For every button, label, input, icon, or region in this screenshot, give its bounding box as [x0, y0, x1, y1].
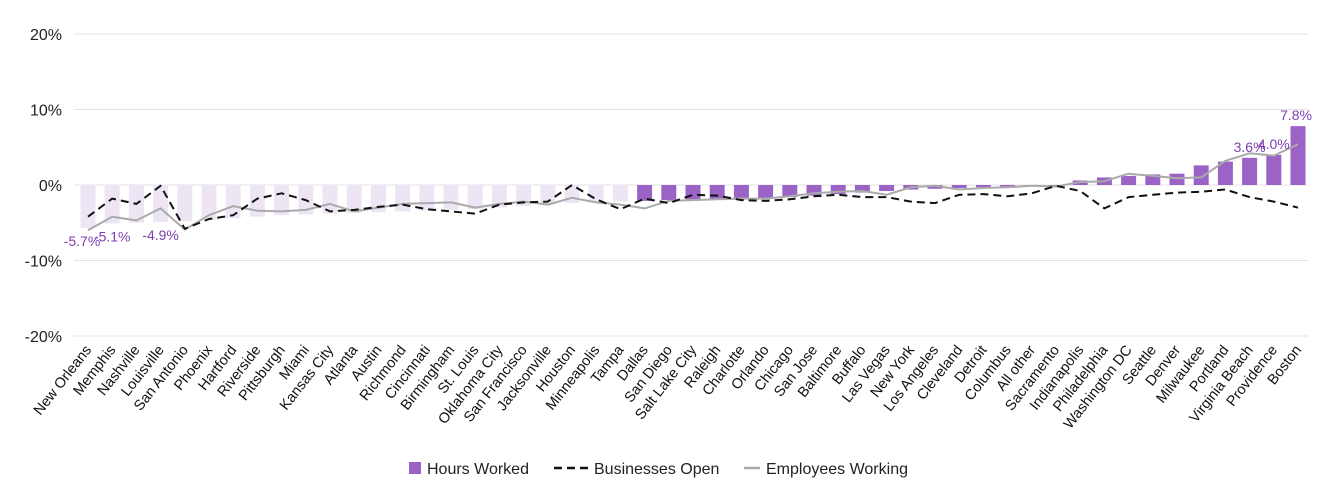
bar-hours-worked	[467, 185, 483, 210]
legend-item-hours-worked: Hours Worked	[409, 461, 529, 478]
y-tick-label: -20%	[25, 329, 62, 346]
bar-hours-worked	[177, 185, 193, 222]
bar-hours-worked	[1121, 175, 1137, 185]
bar-hours-worked	[225, 185, 241, 219]
legend-item-employees-working: Employees Working	[744, 461, 908, 478]
legend-item-businesses-open: Businesses Open	[554, 461, 719, 478]
bar-hours-worked	[1000, 185, 1016, 187]
data-label: 3.6%	[1234, 139, 1266, 155]
bar-hours-worked	[540, 185, 556, 205]
y-tick-label: 20%	[30, 27, 62, 44]
bar-hours-worked	[395, 185, 411, 212]
y-tick-label: 10%	[30, 103, 62, 120]
bar-hours-worked	[516, 185, 532, 207]
legend-swatch-hours-worked	[409, 462, 421, 474]
bar-hours-worked	[274, 185, 290, 216]
bar-hours-worked	[104, 185, 120, 224]
y-axis-ticks: 20% 10% 0% -10% -20%	[25, 27, 62, 346]
bar-hours-worked	[854, 185, 870, 193]
bar-hours-worked	[1266, 154, 1282, 185]
data-label: -4.9%	[142, 227, 179, 243]
bar-hours-worked	[758, 185, 774, 198]
legend-label-hours-worked: Hours Worked	[427, 461, 529, 478]
y-tick-label: -10%	[25, 254, 62, 271]
data-label: 7.8%	[1280, 107, 1312, 123]
bar-hours-worked	[1169, 173, 1185, 185]
data-label: -5.1%	[94, 229, 131, 245]
legend-label-businesses-open: Businesses Open	[594, 461, 719, 478]
bar-hours-worked	[879, 185, 895, 192]
bar-hours-worked	[346, 185, 362, 213]
bar-hours-worked	[249, 185, 265, 217]
bar-hours-worked	[661, 185, 677, 201]
bar-hours-worked	[370, 185, 386, 213]
bar-hours-worked	[612, 185, 628, 202]
bar-hours-worked	[733, 185, 749, 198]
data-labels: -5.7%-5.1% -4.9% 3.6%4.0% 7.8%	[64, 107, 1312, 249]
x-axis-ticks: New OrleansMemphisNashvilleLouisvilleSan…	[31, 342, 1305, 432]
bar-hours-worked	[201, 185, 217, 220]
bar-hours-worked	[951, 185, 967, 189]
y-tick-label: 0%	[39, 178, 62, 195]
series-lines	[87, 143, 1299, 232]
bar-hours-worked	[491, 185, 507, 208]
bar-hours-worked	[1048, 185, 1064, 186]
bar-hours-worked	[588, 185, 604, 203]
bar-hours-worked	[1145, 174, 1161, 185]
bar-hours-worked	[1193, 165, 1209, 185]
legend-label-employees-working: Employees Working	[766, 461, 908, 478]
line-businesses-open	[87, 184, 1299, 230]
bar-hours-worked	[443, 185, 459, 210]
hours-worked-bars	[80, 126, 1306, 229]
legend: Hours Worked Businesses Open Employees W…	[409, 461, 908, 478]
bar-hours-worked	[80, 185, 96, 229]
bar-hours-worked	[322, 185, 338, 214]
data-label: 4.0%	[1258, 136, 1290, 152]
bar-hours-worked	[1242, 157, 1258, 185]
bar-hours-worked	[1217, 161, 1233, 185]
line-employees-working	[87, 143, 1299, 232]
bar-hours-worked	[637, 185, 653, 201]
bar-hours-worked	[782, 185, 798, 198]
bar-hours-worked	[975, 185, 991, 188]
bar-hours-worked	[806, 185, 822, 196]
bar-hours-worked	[1290, 126, 1306, 185]
bar-hours-worked	[830, 185, 846, 195]
data-label: -5.7%	[64, 233, 101, 249]
bar-hours-worked	[927, 185, 943, 189]
bar-hours-worked	[419, 185, 435, 211]
